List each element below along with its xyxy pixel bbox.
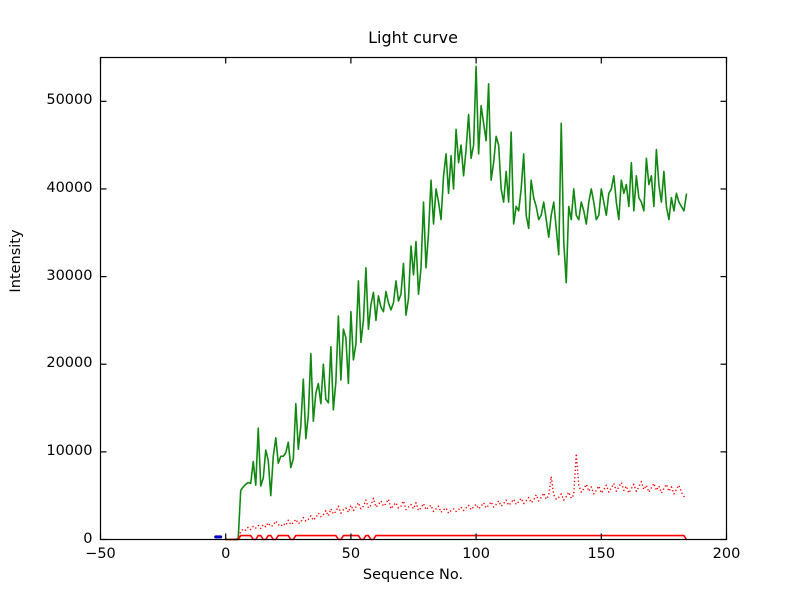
x-tick-label: 200 bbox=[712, 545, 741, 562]
y-tick-label: 40000 bbox=[46, 179, 93, 196]
x-tick-label: 100 bbox=[462, 545, 490, 562]
x-tick-label: 0 bbox=[221, 545, 231, 562]
y-tick-label: 20000 bbox=[46, 355, 93, 372]
y-tick-label: 0 bbox=[83, 530, 93, 547]
chart-title: Light curve bbox=[368, 28, 458, 47]
axis-ticks-group bbox=[99, 57, 728, 541]
x-tick-label: 150 bbox=[587, 545, 616, 562]
x-tick-label: −50 bbox=[85, 545, 116, 562]
x-tick-label: 50 bbox=[341, 545, 361, 562]
series-line-red-dotted-background bbox=[225, 452, 687, 541]
series-line-green-intensity bbox=[224, 65, 688, 541]
y-tick-label: 50000 bbox=[46, 92, 93, 109]
x-axis-label: Sequence No. bbox=[362, 567, 464, 583]
series-line-red-solid-baseline bbox=[224, 534, 688, 541]
y-tick-label: 30000 bbox=[46, 267, 93, 284]
plot-frame bbox=[99, 56, 728, 541]
series-group bbox=[214, 65, 688, 541]
y-tick-label: 10000 bbox=[46, 442, 93, 459]
